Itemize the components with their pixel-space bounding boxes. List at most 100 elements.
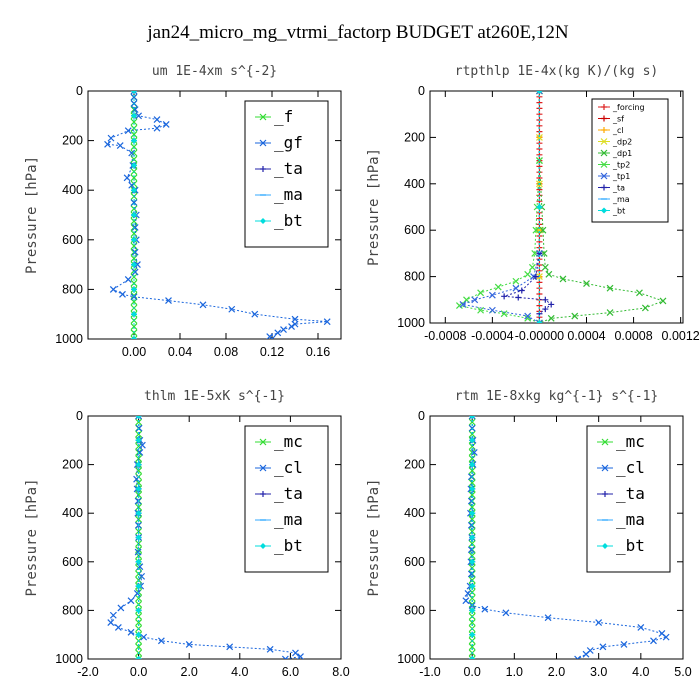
legend-label: _ma — [612, 195, 630, 204]
legend-label: _ta — [616, 484, 645, 503]
data-point — [123, 174, 131, 182]
legend-label: _ma — [616, 510, 645, 529]
data-point — [481, 605, 489, 613]
legend-swatch-marker — [601, 127, 607, 133]
series-tp2 — [455, 91, 543, 323]
y-tick-label: 800 — [404, 270, 425, 284]
data-point — [464, 589, 472, 597]
data-point — [469, 558, 476, 565]
data-point — [135, 437, 142, 444]
data-point — [547, 314, 555, 322]
legend: _forcing _sf _cl _dp2 _dp1 _tp2 _tp1 _ta _ma _bt — [591, 98, 669, 223]
x-tick-label: 0.16 — [306, 345, 330, 359]
data-point — [162, 121, 170, 128]
panel-3: thlm 1E-5xK s^{-1} 0 200 400 600 800 1000-2.0 0… — [24, 389, 350, 679]
data-point — [524, 270, 532, 278]
data-point — [542, 296, 549, 303]
data-point — [477, 306, 485, 314]
data-point — [109, 611, 117, 619]
data-point — [512, 277, 520, 285]
legend-swatch-marker — [260, 166, 266, 172]
data-point — [477, 289, 485, 297]
legend: _mc _cl _ta _ma _bt — [244, 425, 329, 573]
data-point — [536, 133, 543, 141]
data-point — [515, 294, 522, 301]
legend-swatch-marker — [601, 464, 609, 472]
data-point — [468, 643, 476, 651]
data-point — [133, 589, 141, 597]
data-point — [468, 619, 476, 626]
data-point — [462, 597, 470, 605]
legend-box — [244, 425, 329, 573]
x-tick-label: -0.00000 — [515, 329, 564, 343]
data-point — [131, 268, 139, 276]
data-point — [131, 286, 137, 293]
data-point — [135, 503, 143, 511]
data-point — [469, 510, 476, 517]
data-point — [124, 276, 132, 283]
data-point — [494, 283, 502, 291]
y-tick-label: 200 — [62, 134, 83, 148]
y-tick-label: 400 — [62, 506, 83, 520]
series-ta — [501, 91, 555, 323]
legend-swatch-marker — [259, 438, 267, 446]
y-axis-label: Pressure [hPa] — [24, 478, 40, 596]
y-tick-label: 1000 — [397, 316, 425, 330]
panel-title: um 1E-4xm s^{-2} — [152, 64, 277, 79]
data-point — [468, 416, 476, 420]
data-point — [130, 199, 138, 207]
legend-label: _ma — [274, 510, 303, 529]
series-bt — [469, 416, 476, 659]
data-point — [659, 297, 667, 305]
data-point — [135, 455, 143, 462]
data-point — [524, 314, 532, 322]
data-point — [130, 143, 138, 151]
legend-label: _bt — [612, 207, 625, 216]
data-point — [468, 430, 476, 438]
x-tick-label: 0.12 — [260, 345, 284, 359]
data-point — [268, 335, 276, 339]
legend-swatch-marker — [260, 543, 266, 549]
data-point — [582, 650, 590, 658]
legend-swatch-marker — [600, 161, 608, 168]
y-tick-label: 200 — [404, 130, 425, 144]
data-point — [323, 318, 331, 326]
data-point — [130, 298, 138, 306]
data-point — [138, 441, 146, 449]
legend-swatch-marker — [600, 138, 608, 145]
data-point — [135, 416, 143, 420]
panel-2: rtpthlp 1E-4x(kg K)/(kg s) 0 200 400 600 800 1… — [366, 64, 700, 343]
legend-label: _mc — [616, 432, 645, 451]
data-point — [469, 656, 476, 659]
y-tick-label: 0 — [76, 84, 83, 98]
legend-swatch-marker — [259, 464, 267, 472]
legend-swatch-marker — [259, 139, 267, 147]
data-point — [488, 291, 496, 299]
series-bt — [135, 416, 142, 659]
legend-label: _tp2 — [612, 161, 630, 170]
legend-swatch-marker — [601, 104, 607, 110]
legend-label: _cl — [616, 458, 645, 477]
legend-label: _tp1 — [612, 172, 630, 181]
panel-title: thlm 1E-5xK s^{-1} — [144, 389, 285, 404]
data-point — [140, 633, 148, 641]
data-point — [116, 142, 124, 149]
plot-frame — [429, 90, 684, 324]
series-tp1 — [459, 91, 543, 323]
data-point — [134, 261, 141, 269]
data-point — [571, 312, 579, 320]
x-tick-label: 2.0 — [181, 665, 198, 679]
y-axis-label: Pressure [hPa] — [366, 478, 382, 596]
data-point — [131, 248, 139, 256]
legend-swatch-marker — [601, 438, 609, 446]
x-tick-label: 4.0 — [632, 665, 649, 679]
data-point — [599, 643, 607, 651]
series-bt — [131, 91, 137, 339]
data-point — [130, 174, 138, 182]
legend-label: _cl — [274, 458, 303, 477]
y-tick-label: 600 — [62, 555, 83, 569]
data-point — [135, 594, 143, 602]
y-tick-label: 0 — [418, 409, 425, 423]
data-point — [114, 623, 122, 631]
x-tick-label: 0.0 — [463, 665, 480, 679]
